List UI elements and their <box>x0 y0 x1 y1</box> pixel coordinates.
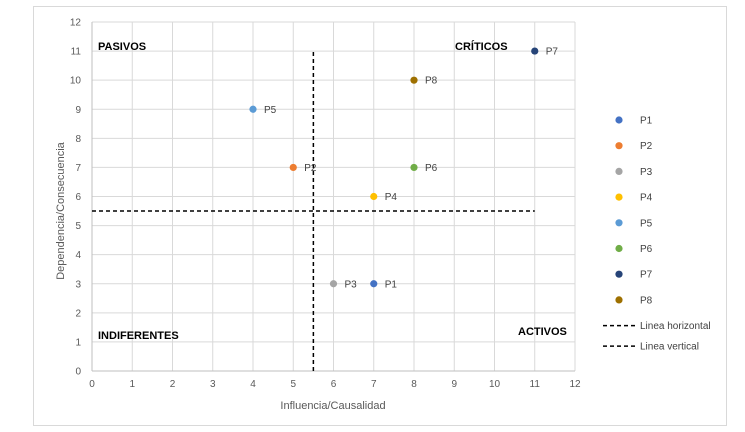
legend-marker-p1 <box>615 116 623 124</box>
legend-marker-p7 <box>615 270 623 278</box>
x-tick-label: 2 <box>170 379 176 390</box>
gridlines <box>91 21 576 372</box>
data-point-p2 <box>289 163 297 172</box>
legend-entry-p1: P1 <box>640 116 653 127</box>
data-point-p5 <box>249 105 257 113</box>
y-tick-label: 7 <box>75 163 81 174</box>
data-label-p7: P7 <box>546 47 559 58</box>
x-tick-label: 1 <box>129 379 135 390</box>
quadrant-label-pasivos: PASIVOS <box>98 41 146 53</box>
x-tick-label: 12 <box>569 379 581 390</box>
data-point-p1 <box>370 280 378 288</box>
x-tick-label: 10 <box>489 379 501 390</box>
x-tick-label: 4 <box>250 379 256 390</box>
legend-marker-p3 <box>615 167 623 175</box>
data-label-p3: P3 <box>345 279 358 290</box>
chart-frame <box>33 6 727 426</box>
y-tick-label: 6 <box>75 192 81 203</box>
data-label-p8: P8 <box>425 76 438 87</box>
data-point-p4 <box>370 192 378 201</box>
x-tick-label: 11 <box>530 379 541 390</box>
data-point-p7 <box>531 47 539 55</box>
x-tick-label: 8 <box>411 379 417 390</box>
y-tick-label: 0 <box>75 367 81 378</box>
data-label-p4: P4 <box>385 192 398 203</box>
legend-entry-horizontal: Linea horizontal <box>640 321 711 332</box>
y-tick-label: 2 <box>75 308 81 319</box>
legend-entry-vertical: Linea vertical <box>640 342 699 353</box>
data-label-p6: P6 <box>425 163 438 174</box>
legend-marker-p5 <box>615 219 623 227</box>
quadrant-labels: PASIVOS CRÍTICOS INDIFERENTES ACTIVOS <box>98 40 567 342</box>
x-tick-label: 3 <box>210 379 216 390</box>
x-tick-label: 9 <box>451 379 457 390</box>
data-point-p3 <box>329 280 338 288</box>
quadrant-label-criticos: CRÍTICOS <box>455 40 508 53</box>
y-tick-label: 8 <box>75 134 81 145</box>
data-point-p6 <box>410 163 418 172</box>
y-tick-label: 4 <box>75 250 81 261</box>
legend-entry-p2: P2 <box>640 141 653 152</box>
y-tick-label: 10 <box>70 76 82 87</box>
legend-entry-p4: P4 <box>640 193 653 204</box>
data-label-p5: P5 <box>264 105 277 116</box>
x-tick-label: 5 <box>290 379 296 390</box>
data-point-p8 <box>410 76 418 84</box>
legend-entry-p3: P3 <box>640 167 653 178</box>
x-tick-label: 6 <box>331 379 337 390</box>
y-tick-label: 9 <box>75 105 81 116</box>
x-tick-label: 7 <box>371 379 377 390</box>
y-axis-title: Dependencia/Consecuencia <box>55 141 67 279</box>
legend-marker-p2 <box>615 142 623 150</box>
quadrant-label-activos: ACTIVOS <box>518 326 567 338</box>
legend-entry-p7: P7 <box>640 270 653 281</box>
data-label-p1: P1 <box>385 279 398 290</box>
legend-entry-p6: P6 <box>640 244 653 255</box>
legend-marker-p8 <box>615 296 623 304</box>
y-tick-label: 11 <box>71 47 82 58</box>
y-tick-label: 12 <box>70 18 82 29</box>
reference-lines <box>92 51 535 371</box>
y-tick-label: 3 <box>75 279 81 290</box>
legend: P1 P2 P3 P4 P5 P6 P7 P8 Linea horizontal Linea ve… <box>603 116 711 353</box>
y-tick-label: 1 <box>75 337 81 348</box>
data-points: P1 P2 P3 P4 P5 P6 P7 P8 <box>249 47 559 290</box>
x-axis-title: Influencia/Causalidad <box>280 400 385 412</box>
legend-entry-p5: P5 <box>640 218 653 229</box>
y-tick-label: 5 <box>75 221 81 232</box>
quadrant-label-indiferentes: INDIFERENTES <box>98 330 179 342</box>
legend-marker-p4 <box>615 193 623 201</box>
x-tick-label: 0 <box>89 379 95 390</box>
legend-entry-p8: P8 <box>640 295 653 306</box>
legend-marker-p6 <box>615 244 623 253</box>
data-label-p2: P2 <box>304 163 317 174</box>
